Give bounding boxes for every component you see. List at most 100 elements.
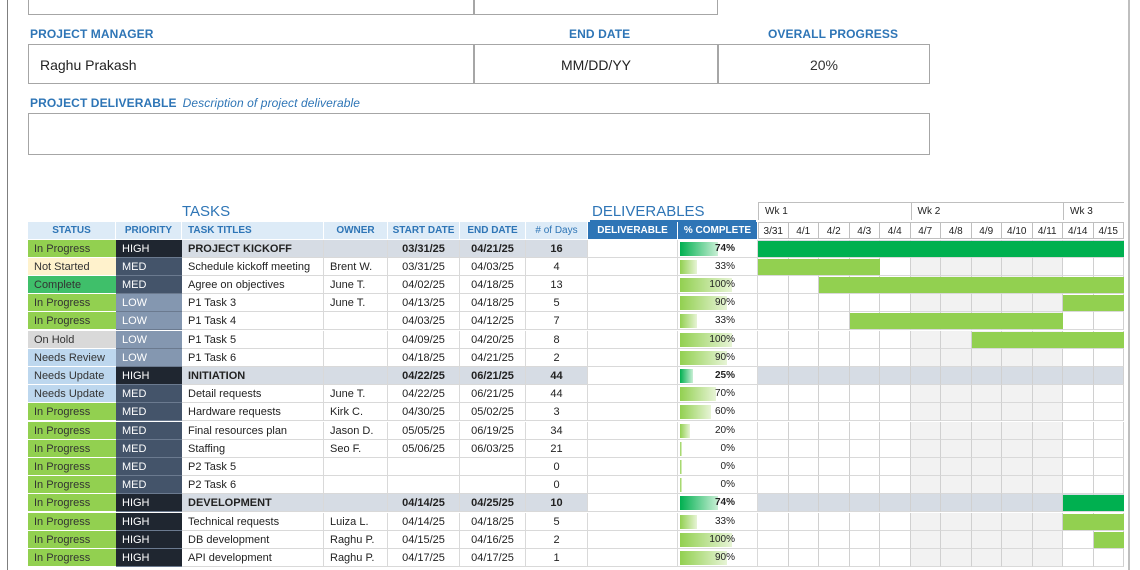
gantt-cell[interactable] — [788, 512, 819, 531]
table-row[interactable]: Complete MED Agree on objectives June T. 04/… — [28, 275, 1128, 295]
owner-cell[interactable]: Luiza L. — [324, 512, 388, 531]
table-row[interactable]: Not Started MED Schedule kickoff meeting Br… — [28, 257, 1128, 276]
task-title-cell[interactable]: Agree on objectives — [182, 275, 324, 295]
percent-complete-cell[interactable]: 25% — [678, 366, 758, 386]
owner-cell[interactable]: June T. — [324, 275, 388, 295]
gantt-cell[interactable] — [880, 494, 911, 513]
gantt-cell[interactable] — [758, 548, 789, 568]
gantt-bar[interactable] — [819, 276, 1124, 293]
task-title-cell[interactable]: P1 Task 6 — [182, 348, 324, 367]
gantt-cell[interactable] — [880, 366, 911, 386]
gantt-cell[interactable] — [941, 348, 972, 367]
gantt-cell[interactable] — [880, 457, 911, 477]
end-date-cell[interactable]: 04/03/25 — [460, 257, 526, 276]
percent-complete-cell[interactable]: 74% — [678, 239, 758, 258]
priority-cell[interactable]: LOW — [116, 312, 182, 331]
status-cell[interactable]: In Progress — [28, 439, 116, 458]
gantt-cell[interactable] — [971, 476, 1002, 495]
gantt-cell[interactable] — [819, 348, 850, 367]
gantt-cell[interactable] — [1002, 294, 1033, 313]
gantt-cell[interactable] — [910, 421, 941, 440]
phase-row[interactable]: Needs Update HIGH INITIATION 04/22/25 06/21/… — [28, 366, 1128, 386]
percent-complete-cell[interactable]: 74% — [678, 494, 758, 513]
header-deliverable[interactable]: DELIVERABLE — [588, 222, 678, 239]
start-date-cell[interactable]: 05/06/25 — [388, 439, 460, 458]
gantt-cell[interactable] — [1032, 512, 1063, 531]
gantt-cell[interactable] — [758, 330, 789, 349]
end-date-cell[interactable] — [460, 457, 526, 477]
status-cell[interactable]: In Progress — [28, 239, 116, 258]
status-cell[interactable]: Needs Update — [28, 385, 116, 404]
gantt-cell[interactable] — [941, 366, 972, 386]
gantt-cell[interactable] — [880, 330, 911, 349]
gantt-cell[interactable] — [1002, 257, 1033, 276]
start-date-cell[interactable]: 04/15/25 — [388, 530, 460, 549]
gantt-cell[interactable] — [819, 530, 850, 549]
gantt-cell[interactable] — [1002, 366, 1033, 386]
gantt-cell[interactable] — [819, 512, 850, 531]
status-cell[interactable]: In Progress — [28, 476, 116, 495]
gantt-cell[interactable] — [819, 494, 850, 513]
task-title-cell[interactable]: Hardware requests — [182, 403, 324, 422]
end-date-field[interactable]: MM/DD/YY — [474, 44, 718, 84]
gantt-cell[interactable] — [880, 421, 911, 440]
gantt-cell[interactable] — [849, 476, 880, 495]
owner-cell[interactable]: Raghu P. — [324, 530, 388, 549]
gantt-cell[interactable] — [788, 476, 819, 495]
gantt-cell[interactable] — [910, 476, 941, 495]
start-date-cell[interactable] — [388, 457, 460, 477]
end-date-cell[interactable]: 04/17/25 — [460, 548, 526, 568]
gantt-cell[interactable] — [910, 439, 941, 458]
gantt-cell[interactable] — [971, 439, 1002, 458]
gantt-cell[interactable] — [971, 530, 1002, 549]
gantt-cell[interactable] — [880, 530, 911, 549]
gantt-cell[interactable] — [1032, 366, 1063, 386]
header-start-date[interactable]: START DATE — [388, 222, 460, 239]
table-row[interactable]: In Progress MED Final resources plan Jason … — [28, 421, 1128, 440]
end-date-cell[interactable]: 04/20/25 — [460, 330, 526, 349]
gantt-cell[interactable] — [941, 257, 972, 276]
end-date-cell[interactable]: 04/18/25 — [460, 275, 526, 295]
table-row[interactable]: Needs Review LOW P1 Task 6 04/18/25 04/21/25… — [28, 348, 1128, 367]
gantt-cell[interactable] — [1063, 348, 1094, 367]
gantt-cell[interactable] — [819, 366, 850, 386]
start-date-cell[interactable]: 04/13/25 — [388, 294, 460, 313]
deliverable-cell[interactable] — [588, 239, 678, 258]
task-title-cell[interactable]: Staffing — [182, 439, 324, 458]
gantt-cell[interactable] — [1032, 439, 1063, 458]
start-date-cell[interactable]: 04/14/25 — [388, 494, 460, 513]
status-cell[interactable]: Needs Update — [28, 366, 116, 386]
gantt-cell[interactable] — [849, 385, 880, 404]
header-percent-complete[interactable]: % COMPLETE — [678, 222, 758, 239]
gantt-cell[interactable] — [819, 385, 850, 404]
gantt-cell[interactable] — [1032, 494, 1063, 513]
owner-cell[interactable]: June T. — [324, 294, 388, 313]
percent-complete-cell[interactable]: 100% — [678, 330, 758, 349]
gantt-cell[interactable] — [971, 548, 1002, 568]
table-row[interactable]: In Progress LOW P1 Task 3 June T. 04/13/25 04… — [28, 294, 1128, 313]
header-status[interactable]: STATUS — [28, 222, 116, 239]
gantt-cell[interactable] — [1093, 348, 1124, 367]
deliverable-cell[interactable] — [588, 257, 678, 276]
gantt-cell[interactable] — [971, 257, 1002, 276]
end-date-cell[interactable]: 04/18/25 — [460, 512, 526, 531]
gantt-cell[interactable] — [1063, 312, 1094, 331]
percent-complete-cell[interactable]: 33% — [678, 257, 758, 276]
gantt-cell[interactable] — [941, 294, 972, 313]
gantt-cell[interactable] — [941, 421, 972, 440]
gantt-bar[interactable] — [1063, 495, 1124, 512]
gantt-bar[interactable] — [971, 331, 1124, 348]
gantt-cell[interactable] — [1032, 548, 1063, 568]
gantt-cell[interactable] — [941, 530, 972, 549]
header-owner[interactable]: OWNER — [324, 222, 388, 239]
gantt-cell[interactable] — [1063, 257, 1094, 276]
gantt-cell[interactable] — [758, 494, 789, 513]
gantt-cell[interactable] — [788, 530, 819, 549]
gantt-cell[interactable] — [971, 494, 1002, 513]
gantt-cell[interactable] — [1032, 385, 1063, 404]
status-cell[interactable]: In Progress — [28, 312, 116, 331]
owner-cell[interactable] — [324, 348, 388, 367]
owner-cell[interactable] — [324, 239, 388, 258]
gantt-cell[interactable] — [1032, 421, 1063, 440]
percent-complete-cell[interactable]: 70% — [678, 385, 758, 404]
